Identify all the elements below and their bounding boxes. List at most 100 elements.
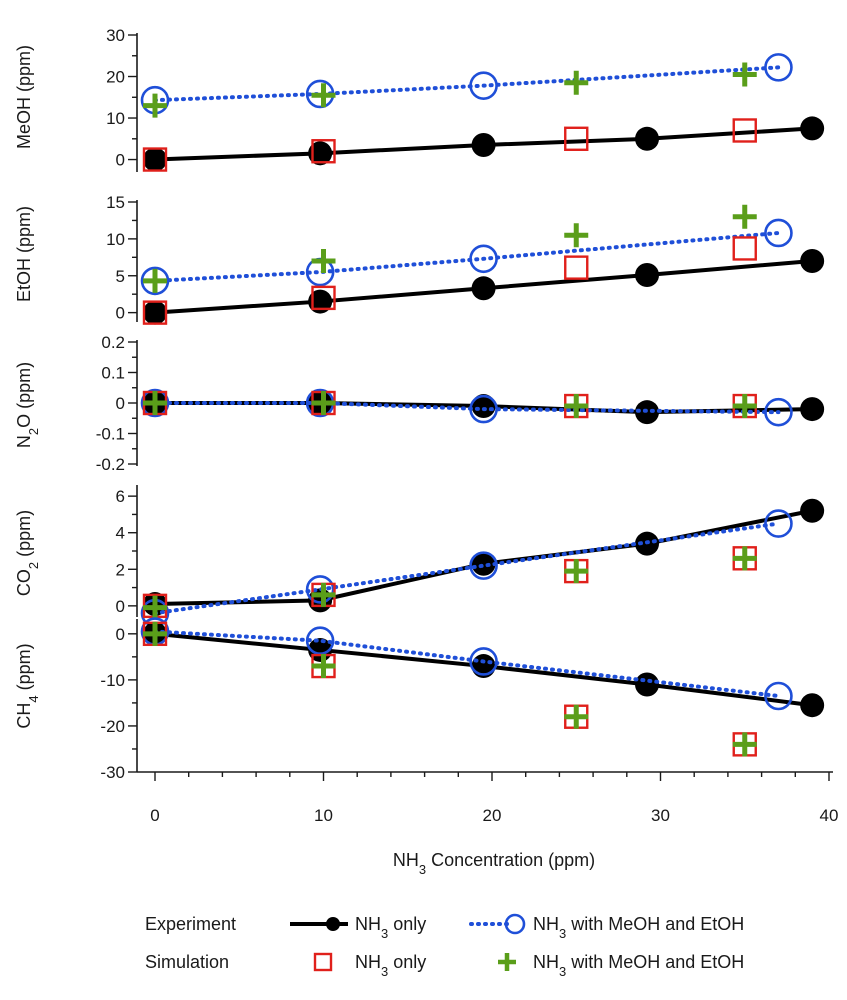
data-point: [305, 575, 335, 604]
data-point: [764, 53, 793, 82]
y-tick-label: 0.2: [101, 333, 125, 352]
series-line: [153, 65, 781, 103]
series-line: [153, 521, 781, 616]
y-tick-label: 5: [116, 267, 125, 286]
data-point: [471, 276, 496, 301]
data-point: [143, 93, 167, 118]
data-point: [469, 394, 498, 424]
series-line: [153, 401, 781, 415]
data-point: [564, 223, 589, 248]
series-line: [153, 629, 781, 698]
data-point: [143, 147, 167, 172]
data-point: [308, 289, 333, 314]
data-point: [732, 394, 757, 419]
data-point: [564, 126, 589, 151]
data-point: [764, 397, 793, 427]
y-tick-label: -20: [100, 717, 125, 736]
legend-nh3-only-label: NH3 only: [355, 952, 426, 979]
series-experiment-nh3-only: [143, 249, 825, 325]
x-tick-label: 0: [150, 806, 159, 825]
y-tick-label: 0: [116, 394, 125, 413]
data-point: [469, 71, 498, 100]
data-point: [732, 62, 757, 87]
series-simulation-nh3-with-meoh-and-etoh: [143, 621, 757, 757]
data-point: [311, 139, 336, 164]
y-tick-label: 0: [116, 597, 125, 616]
data-point: [764, 218, 793, 248]
data-point: [564, 255, 589, 280]
data-point: [469, 551, 498, 580]
data-point: [143, 621, 167, 646]
x-tick-label: 30: [651, 806, 670, 825]
data-point: [143, 268, 167, 293]
series-simulation-nh3-with-meoh-and-etoh: [143, 204, 757, 293]
legend-marker: [326, 917, 340, 931]
series-simulation-nh3-only: [142, 118, 757, 172]
data-point: [800, 693, 825, 718]
data-point: [140, 388, 170, 418]
data-point: [308, 141, 333, 166]
legend-marker: [504, 913, 526, 935]
data-point: [143, 300, 167, 325]
x-axis: 0 10 20 30 40 NH3 Concentration (ppm): [137, 771, 838, 877]
data-point: [471, 551, 496, 576]
legend-nh3-only-label: NH3 only: [355, 914, 426, 941]
panel-ch4-ppm: -30 -20 -10 0 CH4 (ppm): [14, 617, 825, 782]
data-point: [635, 126, 660, 151]
y-tick-label: 0.1: [101, 364, 125, 383]
y-axis-label: CO2 (ppm): [14, 510, 41, 596]
data-point: [469, 244, 498, 274]
x-tick-label: 20: [483, 806, 502, 825]
panel-n2o-ppm: -0.2 -0.1 0 0.1 0.2 N2O (ppm): [14, 333, 825, 474]
series-simulation-nh3-only: [142, 546, 757, 619]
data-point: [635, 263, 660, 288]
data-point: [471, 133, 496, 158]
y-axis-label: CH4 (ppm): [14, 643, 41, 728]
data-point: [311, 285, 336, 311]
data-point: [732, 732, 757, 757]
series-experiment-nh3-with-meoh-and-etoh: [140, 218, 793, 296]
y-tick-label: 0: [116, 151, 125, 170]
legend-experiment-label: Experiment: [145, 914, 236, 934]
y-tick-label: 10: [106, 109, 125, 128]
data-point: [311, 249, 336, 273]
series-line: [153, 230, 781, 283]
legend-marker: [313, 952, 333, 972]
y-tick-label: 6: [116, 487, 125, 506]
data-point: [564, 70, 589, 95]
series-simulation-nh3-with-meoh-and-etoh: [143, 546, 757, 620]
y-tick-label: 30: [106, 26, 125, 45]
data-point: [140, 266, 170, 296]
data-point: [800, 397, 825, 422]
legend-mixed-label: NH3 with MeOH and EtOH: [533, 952, 744, 979]
data-point: [564, 559, 589, 584]
data-point: [800, 498, 825, 523]
legend-marker: [498, 953, 516, 971]
y-tick-label: -10: [100, 671, 125, 690]
y-tick-label: 2: [116, 560, 125, 579]
data-point: [143, 595, 167, 620]
y-axis-label: MeOH (ppm): [14, 45, 34, 149]
y-tick-label: -0.1: [96, 425, 125, 444]
series-simulation-nh3-with-meoh-and-etoh: [143, 391, 757, 419]
data-point: [311, 582, 336, 607]
y-axis-label: EtOH (ppm): [14, 206, 34, 302]
y-tick-label: 4: [116, 524, 125, 543]
data-point: [732, 546, 757, 571]
panel-meoh-ppm: 0 10 20 30 MeOH (ppm): [14, 26, 825, 172]
data-point: [635, 672, 660, 697]
panel-etoh-ppm: 0 5 10 15 EtOH (ppm): [14, 193, 825, 325]
series-simulation-nh3-only: [142, 236, 757, 325]
y-tick-label: 10: [106, 230, 125, 249]
y-tick-label: 15: [106, 193, 125, 212]
data-point: [471, 394, 496, 419]
data-point: [564, 394, 589, 419]
data-point: [142, 147, 168, 172]
legend-simulation-label: Simulation: [145, 952, 229, 972]
data-point: [764, 681, 793, 711]
data-point: [311, 83, 336, 108]
y-axis-label: N2O (ppm): [14, 362, 41, 448]
y-tick-label: 0: [116, 625, 125, 644]
